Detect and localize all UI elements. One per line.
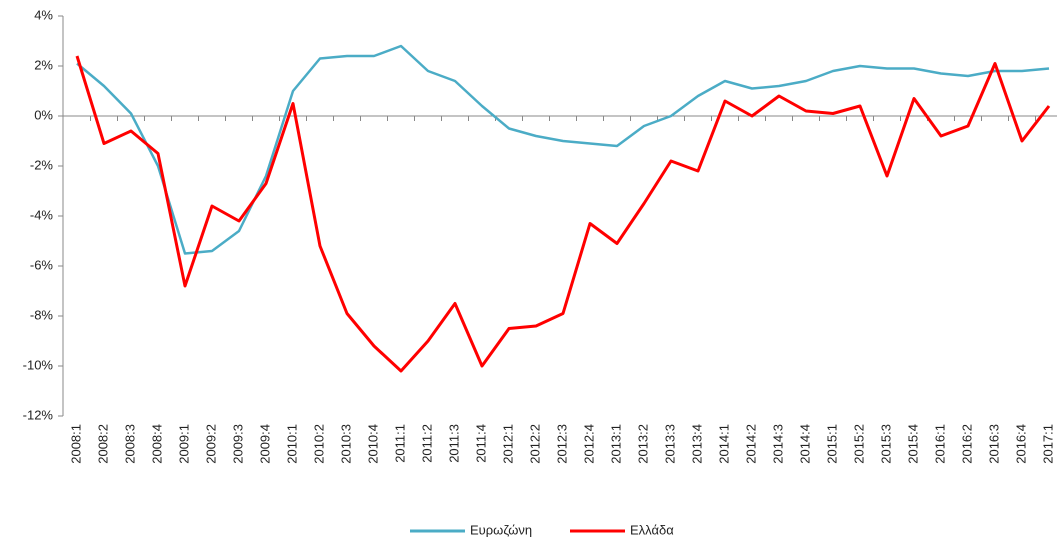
legend-label: Ευρωζώνη (470, 522, 532, 537)
x-tick-label: 2016:4 (1013, 424, 1028, 464)
y-tick-label: 4% (34, 7, 53, 22)
x-tick-label: 2008:2 (95, 424, 110, 464)
x-tick-label: 2014:4 (797, 424, 812, 464)
x-tick-label: 2010:1 (284, 424, 299, 464)
x-tick-label: 2011:3 (446, 424, 461, 463)
y-tick-label: -8% (30, 307, 54, 322)
x-tick-label: 2012:3 (554, 424, 569, 464)
x-tick-label: 2012:1 (500, 424, 515, 464)
x-tick-label: 2009:2 (203, 424, 218, 464)
y-tick-label: -10% (23, 357, 54, 372)
x-tick-label: 2015:1 (824, 424, 839, 464)
series-line (76, 44, 1050, 255)
x-tick-label: 2010:4 (365, 424, 380, 464)
x-tick-label: 2011:1 (392, 424, 407, 463)
x-tick-label: 2008:1 (68, 424, 83, 464)
x-tick-label: 2010:3 (338, 424, 353, 464)
x-tick-label: 2010:2 (311, 424, 326, 464)
x-tick-label: 2013:3 (662, 424, 677, 464)
x-tick-label: 2015:3 (878, 424, 893, 464)
y-tick-label: -2% (30, 157, 54, 172)
x-tick-label: 2016:3 (986, 424, 1001, 464)
x-tick-label: 2009:3 (230, 424, 245, 464)
x-tick-label: 2015:2 (851, 424, 866, 464)
x-tick-label: 2015:4 (905, 424, 920, 464)
x-tick-label: 2016:2 (959, 424, 974, 464)
series-line (75, 55, 1051, 373)
x-tick-label: 2014:1 (716, 424, 731, 464)
x-tick-label: 2008:3 (122, 424, 137, 464)
x-tick-label: 2013:4 (689, 424, 704, 464)
x-tick-label: 2009:1 (176, 424, 191, 464)
y-tick-label: -4% (30, 207, 54, 222)
x-tick-label: 2017:1 (1040, 424, 1055, 464)
x-tick-label: 2014:2 (743, 424, 758, 464)
x-tick-label: 2011:2 (419, 424, 434, 463)
y-tick-label: 2% (34, 57, 53, 72)
x-tick-label: 2014:3 (770, 424, 785, 464)
legend-label: Ελλάδα (630, 522, 674, 537)
y-tick-label: -6% (30, 257, 54, 272)
x-tick-label: 2008:4 (149, 424, 164, 464)
x-tick-label: 2012:4 (581, 424, 596, 464)
y-tick-label: 0% (34, 107, 53, 122)
x-tick-label: 2011:4 (473, 424, 488, 463)
x-tick-label: 2009:4 (257, 424, 272, 464)
y-tick-label: -12% (23, 407, 54, 422)
x-tick-label: 2012:2 (527, 424, 542, 464)
x-tick-label: 2013:1 (608, 424, 623, 464)
x-tick-label: 2013:2 (635, 424, 650, 464)
x-tick-label: 2016:1 (932, 424, 947, 464)
